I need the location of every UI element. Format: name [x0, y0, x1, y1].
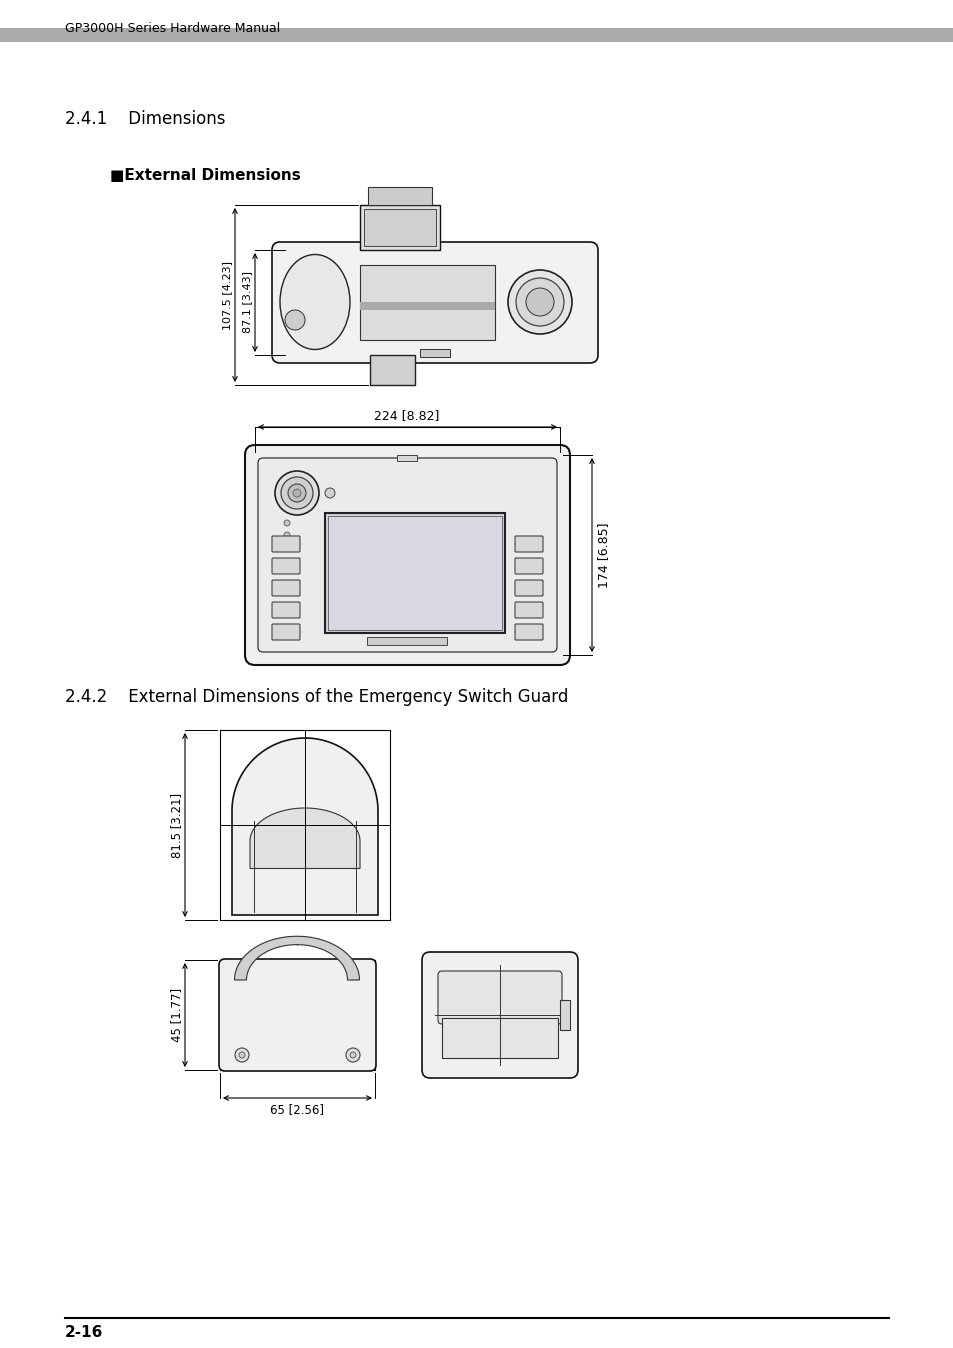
- FancyBboxPatch shape: [515, 624, 542, 640]
- Text: 81.5 [3.21]: 81.5 [3.21]: [171, 793, 183, 857]
- Circle shape: [274, 470, 318, 515]
- Text: 45 [1.77]: 45 [1.77]: [171, 988, 183, 1042]
- Bar: [328, 516, 501, 630]
- FancyBboxPatch shape: [272, 624, 299, 640]
- Circle shape: [525, 288, 554, 315]
- Bar: [359, 302, 495, 310]
- Bar: [441, 1018, 558, 1058]
- Bar: [359, 205, 439, 249]
- Circle shape: [234, 1047, 249, 1062]
- FancyBboxPatch shape: [515, 603, 542, 617]
- FancyBboxPatch shape: [437, 971, 561, 1024]
- FancyBboxPatch shape: [219, 958, 375, 1072]
- Circle shape: [293, 489, 301, 497]
- Text: 224 [8.82]: 224 [8.82]: [374, 408, 439, 422]
- Text: 107.5 [4.23]: 107.5 [4.23]: [222, 260, 232, 329]
- FancyBboxPatch shape: [245, 445, 569, 665]
- FancyBboxPatch shape: [515, 580, 542, 596]
- FancyBboxPatch shape: [257, 458, 557, 652]
- Ellipse shape: [285, 310, 305, 330]
- Text: 2-16: 2-16: [65, 1325, 103, 1340]
- Bar: [367, 638, 447, 644]
- Circle shape: [284, 532, 290, 538]
- Polygon shape: [250, 807, 359, 868]
- Circle shape: [350, 1051, 355, 1058]
- Text: 2.4.1    Dimensions: 2.4.1 Dimensions: [65, 111, 225, 128]
- Text: 174 [6.85]: 174 [6.85]: [597, 522, 609, 588]
- Circle shape: [284, 545, 290, 550]
- FancyBboxPatch shape: [272, 243, 598, 363]
- Text: 2.4.2    External Dimensions of the Emergency Switch Guard: 2.4.2 External Dimensions of the Emergen…: [65, 687, 568, 706]
- Circle shape: [284, 520, 290, 526]
- Bar: [559, 1000, 569, 1030]
- FancyBboxPatch shape: [421, 952, 578, 1078]
- Bar: [419, 349, 450, 357]
- Ellipse shape: [280, 255, 350, 349]
- Circle shape: [288, 484, 306, 501]
- Text: ■External Dimensions: ■External Dimensions: [110, 168, 300, 183]
- Bar: [364, 209, 436, 245]
- Bar: [396, 456, 416, 461]
- FancyBboxPatch shape: [272, 558, 299, 574]
- Bar: [225, 960, 370, 1070]
- FancyBboxPatch shape: [272, 580, 299, 596]
- Bar: [0, 28, 953, 42]
- Circle shape: [507, 270, 572, 334]
- Circle shape: [325, 488, 335, 497]
- FancyBboxPatch shape: [272, 603, 299, 617]
- Circle shape: [281, 477, 313, 510]
- Text: 65 [2.56]: 65 [2.56]: [270, 1103, 324, 1116]
- Circle shape: [346, 1047, 359, 1062]
- Bar: [325, 514, 504, 634]
- Text: 87.1 [3.43]: 87.1 [3.43]: [242, 271, 252, 333]
- FancyBboxPatch shape: [515, 558, 542, 574]
- Bar: [370, 355, 415, 386]
- Bar: [368, 187, 432, 205]
- FancyBboxPatch shape: [272, 537, 299, 551]
- Text: GP3000H Series Hardware Manual: GP3000H Series Hardware Manual: [65, 22, 280, 35]
- Circle shape: [516, 278, 563, 326]
- Polygon shape: [232, 737, 377, 915]
- Polygon shape: [234, 937, 359, 980]
- Bar: [359, 266, 495, 340]
- Circle shape: [239, 1051, 245, 1058]
- FancyBboxPatch shape: [515, 537, 542, 551]
